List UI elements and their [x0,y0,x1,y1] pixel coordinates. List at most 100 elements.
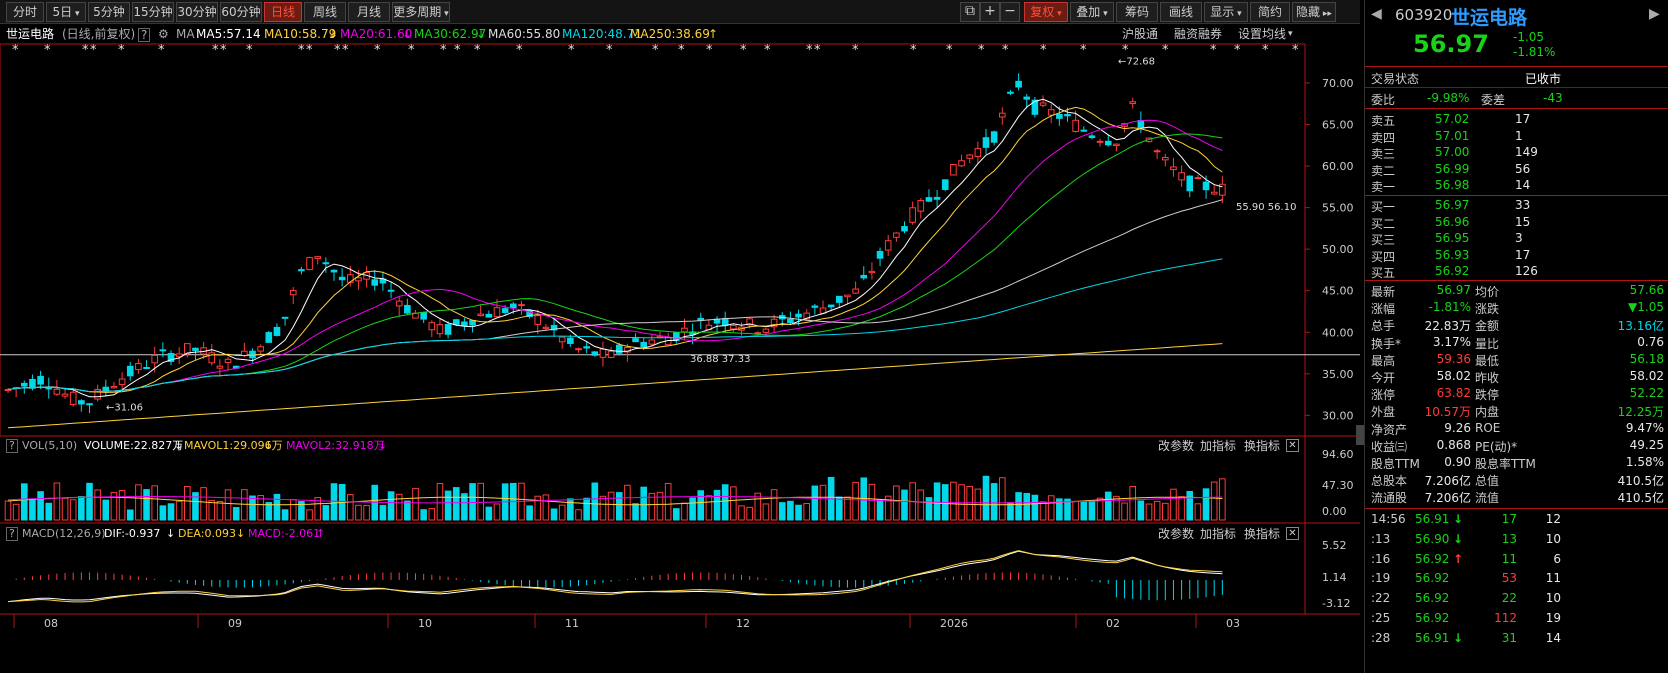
period-tab-2[interactable]: 5分钟 [88,2,130,22]
event-star-icon[interactable]: * [1122,43,1129,58]
bid-price: 56.96 [1435,214,1470,229]
margin-trading-link[interactable]: 融资融券 [1174,27,1223,41]
event-star-icon[interactable]: * [158,43,165,58]
event-star-icon[interactable]: * [1262,43,1269,58]
volume-bar [819,484,827,521]
event-star-icon[interactable]: * [374,43,381,58]
candle-body [118,378,126,386]
event-star-icon[interactable]: * [298,43,305,58]
toolbar-2[interactable]: 筹码 [1116,2,1158,22]
period-tab-4[interactable]: 30分钟 [176,2,218,22]
tick-arrow-icon: ↑ [1453,551,1464,566]
period-tab-8[interactable]: 月线 [348,2,390,22]
period-tab-0[interactable]: 分时 [6,2,44,22]
event-star-icon[interactable]: * [408,43,415,58]
volume-bar [289,499,297,521]
event-star-icon[interactable]: * [1040,43,1047,58]
toolbar-0[interactable]: 复权 ▾ [1024,2,1068,22]
help-icon[interactable]: ? [138,28,151,42]
event-star-icon[interactable]: * [568,43,575,58]
event-star-icon[interactable]: * [440,43,447,58]
macd-btn-0[interactable]: 改参数 [1158,527,1195,541]
event-star-icon[interactable]: * [678,43,685,58]
vol-btn-2[interactable]: 换指标 [1244,439,1281,453]
event-star-icon[interactable]: * [334,43,341,58]
event-star-icon[interactable]: * [220,43,227,58]
toolbar-3[interactable]: 画线 [1160,2,1202,22]
toolbar-5[interactable]: 简约 [1250,2,1290,22]
macd-btn-2[interactable]: 换指标 [1244,527,1281,541]
event-star-icon[interactable]: * [454,43,461,58]
ask-volume: 1 [1515,128,1523,143]
candle-body [1178,172,1185,181]
event-star-icon[interactable]: * [1162,43,1169,58]
event-star-icon[interactable]: * [1292,43,1299,58]
minus-icon[interactable]: − [1000,2,1020,22]
help-icon[interactable]: ? [6,439,18,453]
event-star-icon[interactable]: * [706,43,713,58]
volume-bar [330,483,338,521]
period-tab-9[interactable]: 更多周期 ▾ [392,2,450,22]
set-ma-dropdown-icon[interactable]: ▾ [1288,29,1293,39]
set-ma-link[interactable]: 设置均线 [1238,27,1287,41]
candle-body [395,300,403,307]
stat-value: 410.5亿 [1617,491,1664,506]
help-icon[interactable]: ? [6,527,18,541]
candle-body [330,269,338,273]
event-star-icon[interactable]: * [978,43,985,58]
candle-body [567,337,574,344]
event-star-icon[interactable]: * [764,43,771,58]
volume-bar [477,482,484,521]
event-star-icon[interactable]: * [806,43,813,58]
candle-body [4,389,12,392]
panel-collapse-handle[interactable] [1356,425,1364,445]
event-star-icon[interactable]: * [118,43,125,58]
toolbar-4[interactable]: 显示 ▾ [1204,2,1248,22]
event-star-icon[interactable]: * [946,43,953,58]
vol-btn-0[interactable]: 改参数 [1158,439,1195,453]
event-star-icon[interactable]: * [652,43,659,58]
vol-btn-1[interactable]: 加指标 [1200,439,1237,453]
event-star-icon[interactable]: * [814,43,821,58]
hugutong-link[interactable]: 沪股通 [1122,27,1159,41]
toolbar-1[interactable]: 叠加 ▾ [1070,2,1114,22]
settings-gear-icon[interactable]: ⚙ [158,27,169,41]
event-star-icon[interactable]: * [740,43,747,58]
event-star-icon[interactable]: * [516,43,523,58]
close-icon[interactable]: ✕ [1286,439,1299,452]
event-star-icon[interactable]: * [246,43,253,58]
event-star-icon[interactable]: * [474,43,481,58]
event-star-icon[interactable]: * [212,43,219,58]
candle-body [78,400,85,405]
event-star-icon[interactable]: * [1234,43,1241,58]
vol-axis-label: 94.60 [1322,448,1354,461]
macd-btn-1[interactable]: 加指标 [1200,527,1237,541]
event-star-icon[interactable]: * [82,43,89,58]
event-star-icon[interactable]: * [306,43,313,58]
dropdown-icon: ▾ [1234,9,1242,19]
event-star-icon[interactable]: * [1080,43,1087,58]
popout-icon[interactable]: ⧉ [960,2,980,22]
period-tab-5[interactable]: 60分钟 [220,2,262,22]
event-star-icon[interactable]: * [1210,43,1217,58]
annotation-recent: 55.90 56.10 [1236,202,1296,213]
chart-canvas[interactable]: ←72.68 ←31.06 36.88 37.33 55.90 56.10 70.00… [0,0,1360,673]
next-icon[interactable]: ▶ [1649,6,1660,22]
event-star-icon[interactable]: * [852,43,859,58]
back-icon[interactable]: ◀ [1371,6,1382,22]
stat-value: 57.66 [1629,283,1664,297]
plus-icon[interactable]: + [980,2,1000,22]
event-star-icon[interactable]: * [1002,43,1009,58]
period-tab-7[interactable]: 周线 [304,2,346,22]
event-star-icon[interactable]: * [90,43,97,58]
period-tab-3[interactable]: 15分钟 [132,2,174,22]
event-star-icon[interactable]: * [12,43,19,58]
toolbar-6[interactable]: 隐藏 ▸▸ [1292,2,1336,22]
event-star-icon[interactable]: * [44,43,51,58]
period-tab-1[interactable]: 5日 ▾ [46,2,86,22]
period-tab-6[interactable]: 日线 [264,2,302,22]
event-star-icon[interactable]: * [606,43,613,58]
event-star-icon[interactable]: * [342,43,349,58]
close-icon[interactable]: ✕ [1286,527,1299,540]
event-star-icon[interactable]: * [910,43,917,58]
